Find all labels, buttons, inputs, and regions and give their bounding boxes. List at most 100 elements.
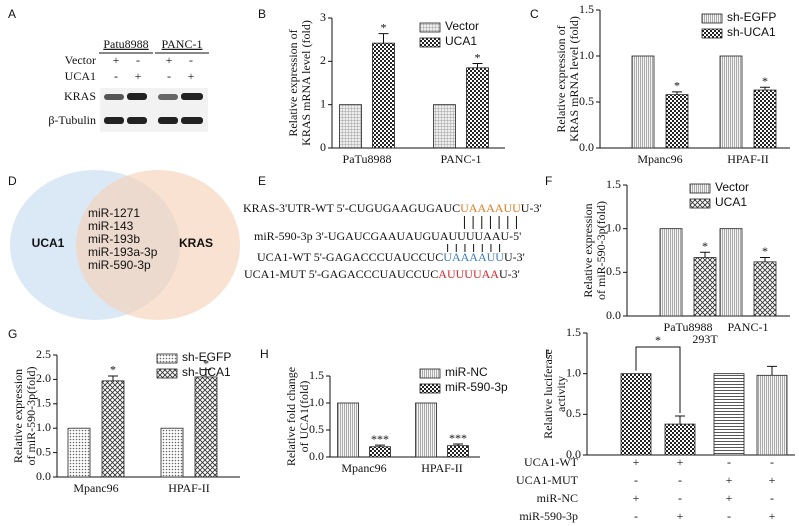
bar <box>194 376 218 478</box>
legend-swatch <box>701 28 723 39</box>
y-tick-label: 0.0 <box>579 140 594 154</box>
panel-label: C <box>530 7 539 21</box>
y-tick-label: 1.5 <box>309 368 324 382</box>
condition-sign: + <box>769 509 776 523</box>
bar <box>101 380 125 478</box>
y-tick-label: 0.0 <box>566 447 581 461</box>
x-tick-label: PANC-1 <box>441 152 482 166</box>
error-bar <box>201 369 211 377</box>
condition-sign: + <box>633 491 640 505</box>
y-tick-label: 1.5 <box>566 325 581 339</box>
y-tick-label: 3 <box>320 10 326 24</box>
y-tick-label: 1.0 <box>606 220 621 234</box>
legend-label: sh-UCA1 <box>182 365 231 379</box>
legend-label: Vector <box>715 180 749 194</box>
legend-label: Vector <box>445 19 479 33</box>
y-tick-label: 1.5 <box>36 396 51 410</box>
venn-circle-right <box>76 170 240 320</box>
error-bar <box>760 86 770 91</box>
y-tick-label: 0.0 <box>36 469 51 483</box>
condition-sign: - <box>678 491 682 505</box>
bar <box>664 423 696 456</box>
sequence-part: miR-590-3p 3'-UGAUCGAAUAUGU <box>254 229 440 243</box>
legend-swatch <box>419 383 441 394</box>
significance-mark: *** <box>449 431 467 445</box>
condition-sign: + <box>769 473 776 487</box>
legend-swatch <box>689 183 711 194</box>
error-bar <box>767 365 777 376</box>
error-bar <box>378 33 389 44</box>
y-axis-label: Relative expression of <box>286 29 300 136</box>
y-tick-label: 2.5 <box>36 347 51 361</box>
blot-band-label: β-Tubulin <box>48 113 96 127</box>
sequence-part: U-5' <box>501 229 522 243</box>
bar <box>337 402 359 458</box>
legend-label: UCA1 <box>715 195 747 209</box>
y-axis-label: Relative luciferase <box>541 349 555 439</box>
bar <box>369 446 391 458</box>
condition-sign: - <box>727 455 731 469</box>
panel-label: B <box>258 7 266 21</box>
condition-sign: - <box>770 455 774 469</box>
condition-label: UCA1-WT <box>524 455 579 469</box>
blot-sign: - <box>136 53 140 67</box>
y-tick-label: 2.0 <box>36 371 51 385</box>
bar <box>753 89 777 149</box>
significance-mark: * <box>674 79 680 93</box>
significance-mark: *** <box>371 432 389 446</box>
y-tick-label: 0.0 <box>606 308 621 322</box>
x-tick-label: PANC-1 <box>728 320 769 334</box>
y-tick-label: 0 <box>320 140 326 154</box>
bar <box>665 94 689 149</box>
condition-sign: - <box>634 473 638 487</box>
blot-sign: + <box>113 53 120 67</box>
y-axis-label: Relative expression <box>11 369 25 463</box>
venn-overlap-item: miR-1271 <box>88 206 140 220</box>
x-tick-label: Mpanc96 <box>341 461 386 475</box>
bar <box>433 104 456 149</box>
bar <box>719 55 743 149</box>
condition-label: miR-NC <box>537 491 578 505</box>
venn-overlap-item: miR-143 <box>88 219 134 233</box>
sequence-part: UAAAAUU <box>460 201 521 215</box>
y-tick-label: 1.0 <box>309 395 324 409</box>
y-axis-label: KRAS mRNA level (fold) <box>299 20 313 146</box>
panel-label: I <box>545 347 548 361</box>
y-tick-label: 1.5 <box>606 177 621 191</box>
y-tick-label: 1.0 <box>566 365 581 379</box>
panel-label: A <box>8 7 16 21</box>
legend-label: UCA1 <box>445 34 477 48</box>
significance-mark: * <box>762 74 768 88</box>
legend-swatch <box>419 37 441 48</box>
bar <box>415 402 437 458</box>
significance-mark: * <box>475 50 481 64</box>
bar <box>466 67 489 149</box>
sequence-part: U-3' <box>504 250 525 264</box>
x-tick-label: Mpanc96 <box>73 481 118 495</box>
y-tick-label: 1.0 <box>579 48 594 62</box>
blot-sign: + <box>188 69 195 83</box>
x-tick-label: PaTu8988 <box>343 152 392 166</box>
error-bar <box>472 63 483 68</box>
sequence: UCA1-WT 5'-GAGACCCUAUCCUCUAAAAUUU-3' <box>257 250 525 264</box>
bar <box>659 228 683 317</box>
condition-label: UCA1-MUT <box>516 473 579 487</box>
legend-label: sh-EGFP <box>182 350 231 364</box>
y-axis-label: of UCA1(fold) <box>297 381 311 453</box>
legend-swatch <box>701 13 723 24</box>
blot-band-label: KRAS <box>64 89 96 103</box>
blot-sign: + <box>135 69 142 83</box>
blot-group: Patu8988 <box>103 37 148 51</box>
legend-swatch <box>419 22 441 33</box>
condition-sign: + <box>677 455 684 469</box>
sequence-part: UCA1-WT 5'-GAGACCCUAUCCUC <box>257 250 443 264</box>
error-bar <box>672 91 682 95</box>
x-tick-label: HPAF-II <box>421 461 463 475</box>
y-axis-label: activity <box>554 376 568 412</box>
legend-swatch <box>156 353 178 364</box>
blot-sign: - <box>114 69 118 83</box>
error-bar <box>675 415 685 425</box>
y-axis-label: Relative expression <box>581 203 595 297</box>
